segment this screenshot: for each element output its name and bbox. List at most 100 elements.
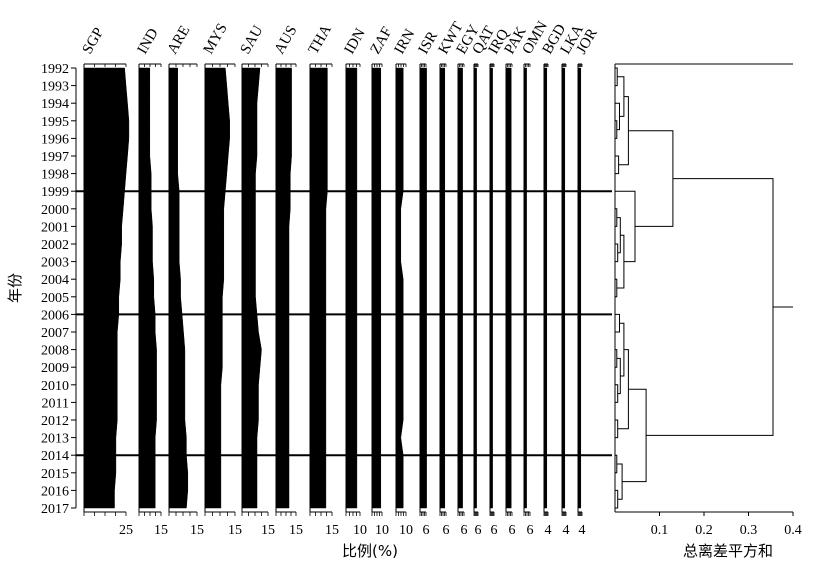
dendro-link [615,155,620,175]
tick-label-isr: 6 [423,523,430,538]
ratio-panels: SGP 25 IND 15 ARE 15 MYS 15 SAU 15 AUS 15 THA 15 IDN 10… [80,19,601,538]
year-label-2011: 2011 [42,396,69,411]
year-label-2003: 2003 [41,256,69,271]
profile-area-sau [241,67,262,509]
dendrogram: 0.1 0.2 0.3 0.4 [614,63,802,538]
year-label-2004: 2004 [41,273,69,288]
profile-area-zaf [371,67,382,509]
year-label-2015: 2015 [41,467,69,482]
year-label-2012: 2012 [41,414,69,429]
tick-label-ind: 15 [154,523,168,538]
panel-mys: MYS 15 [201,21,242,538]
dendro-tick-label: 0.4 [784,523,802,538]
year-label-1996: 1996 [41,132,69,147]
year-label-2007: 2007 [41,326,69,341]
tick-label-mys: 15 [228,523,242,538]
tick-label-idn: 10 [353,523,367,538]
year-label-2017: 2017 [41,502,69,517]
panel-isr: ISR 6 [416,29,442,538]
profile-area-idn [345,67,358,509]
panel-sgp: SGP 25 [80,25,133,538]
series-label-mys: MYS [201,21,231,57]
tick-label-are: 15 [190,523,204,538]
profile-area-aus [275,67,292,509]
profile-area-ind [138,67,157,509]
panel-tha: THA 15 [306,22,339,538]
year-label-2013: 2013 [41,432,69,447]
year-label-2008: 2008 [41,344,69,359]
series-label-tha: THA [306,22,335,57]
year-label-1993: 1993 [41,80,69,95]
tick-label-irn: 10 [399,523,413,538]
tick-label-qat: 6 [475,523,482,538]
series-label-ind: IND [135,26,162,57]
tick-label-egy: 6 [461,523,468,538]
series-label-isr: ISR [416,29,442,57]
dendro-tick-label: 0.2 [695,523,713,538]
panel-aus: AUS 15 [272,23,303,538]
series-label-idn: IDN [342,26,369,57]
year-label-1998: 1998 [41,168,69,183]
profile-area-omn [523,67,527,509]
year-label-2006: 2006 [41,308,69,323]
panel-ind: IND 15 [135,26,168,538]
dendro-link [617,76,625,117]
tick-label-zaf: 10 [375,523,389,538]
year-label-1994: 1994 [41,97,69,112]
series-label-are: ARE [165,23,194,57]
tick-label-lka: 4 [563,523,570,538]
tick-label-sgp: 25 [119,523,133,538]
dendro-link [615,313,620,333]
year-label-1995: 1995 [41,115,69,130]
profile-area-mys [204,67,230,509]
dendro-link [622,388,647,483]
year-label-2009: 2009 [41,361,69,376]
profile-area-lka [561,67,566,509]
profile-area-kwt [439,67,446,509]
year-label-1999: 1999 [41,185,69,200]
profile-area-jor [577,67,582,509]
y-axis-label: 年份 [6,273,24,303]
profile-area-irn [395,67,404,509]
tick-label-bgd: 4 [545,523,552,538]
panel-irn: IRN 10 [392,26,419,538]
profile-area-qat [473,67,477,509]
year-label-2002: 2002 [41,238,69,253]
year-label-2016: 2016 [41,484,69,499]
year-label-2000: 2000 [41,203,69,218]
dendro-tick-label: 0.1 [651,523,669,538]
panel-zaf: ZAF 10 [368,24,396,538]
series-label-sau: SAU [238,23,267,57]
series-label-sgp: SGP [80,25,108,57]
year-axis: 1992 1993 1994 1995 1996 1997 1998 1999 2000 2001… [41,62,77,517]
panel-idn: IDN 10 [342,26,369,538]
zone-boundaries [76,190,612,457]
series-label-irn: IRN [392,26,419,57]
tick-label-omn: 6 [527,523,534,538]
tick-label-jor: 4 [579,523,586,538]
year-label-2005: 2005 [41,291,69,306]
profile-area-pak [505,67,512,509]
profile-area-egy [457,67,463,509]
panel-are: ARE 15 [165,23,204,538]
profile-area-irq [489,67,493,509]
year-label-1997: 1997 [41,150,69,165]
dendro-tick-label: 0.3 [740,523,758,538]
tick-label-irq: 6 [491,523,498,538]
panel-sau: SAU 15 [238,23,275,538]
dendro-link [646,178,774,436]
year-label-2010: 2010 [41,379,69,394]
profile-area-bgd [543,67,548,509]
profile-area-tha [309,67,328,509]
tick-label-tha: 15 [325,523,339,538]
series-label-zaf: ZAF [368,24,396,57]
year-label-1992: 1992 [41,62,69,77]
dendro-link [617,349,629,430]
series-label-aus: AUS [272,23,301,57]
profile-area-sgp [83,67,130,509]
tick-label-kwt: 6 [443,523,450,538]
